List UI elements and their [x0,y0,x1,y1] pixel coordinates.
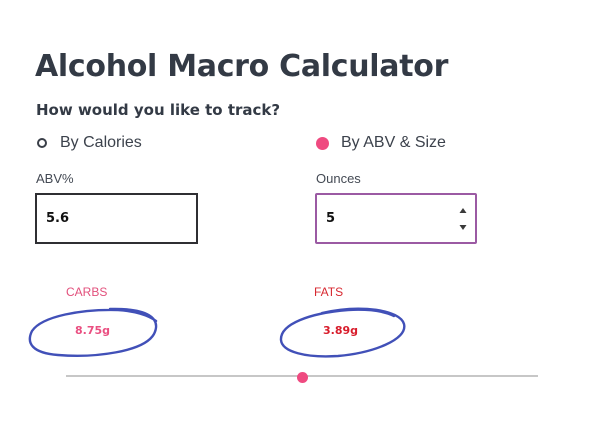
carbs-value: 8.75g [75,324,111,337]
fats-label: FATS [314,285,344,299]
radio-label-by-calories: By Calories [60,134,142,151]
radio-label-by-abv-size: By ABV & Size [341,134,446,151]
abv-input-value: 5.6 [46,211,70,226]
abv-label: ABV% [36,171,74,186]
radio-selected-icon [316,136,329,150]
ounces-input-value: 5 [326,211,336,226]
stepper-down-icon[interactable] [458,221,468,233]
fats-value: 3.89g [323,324,359,337]
page-title: Alcohol Macro Calculator [35,49,449,84]
ounces-input[interactable]: 5 [315,193,477,244]
ounces-stepper[interactable] [458,205,468,233]
tracking-question: How would you like to track? [36,101,281,119]
carbs-label: CARBS [66,285,108,299]
abv-input[interactable]: 5.6 [35,193,198,244]
radio-unselected-icon [37,138,47,148]
stepper-up-icon[interactable] [458,205,468,217]
slider-thumb[interactable] [296,372,308,383]
ounces-label: Ounces [316,171,361,186]
radio-by-calories[interactable]: By Calories [37,134,142,152]
radio-by-abv-size[interactable]: By ABV & Size [316,134,446,152]
